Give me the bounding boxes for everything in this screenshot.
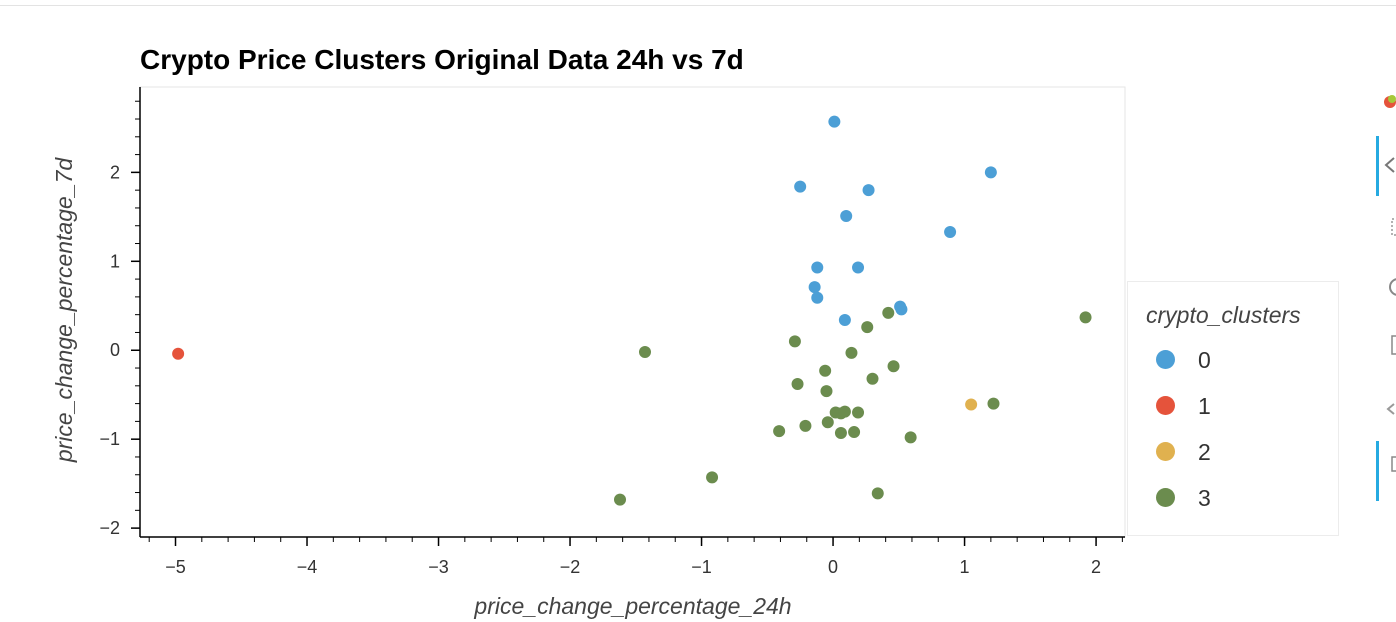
legend-swatch [1156,396,1175,415]
data-point-cluster-3 [866,372,879,385]
x-tick-label: 2 [1091,557,1101,577]
x-tick-label: −1 [691,557,712,577]
data-point-cluster-0 [852,261,865,274]
data-point-cluster-3 [791,378,804,391]
data-point-cluster-0 [984,166,997,179]
data-point-cluster-3 [852,406,865,419]
legend-label: 2 [1198,439,1211,465]
data-point-cluster-3 [614,493,627,506]
data-point-cluster-3 [1079,311,1092,324]
data-point-cluster-3 [819,364,832,377]
data-point-cluster-3 [799,419,812,432]
x-tick-label: −5 [165,557,186,577]
reset-tool-icon[interactable] [1380,398,1396,420]
hover-active-indicator [1376,441,1379,501]
data-point-cluster-3 [706,471,719,484]
data-point-cluster-0 [840,209,853,222]
data-point-cluster-3 [838,405,851,418]
data-point-cluster-0 [828,115,841,128]
data-point-cluster-3 [638,346,651,359]
bokeh-logo-icon[interactable] [1380,94,1396,116]
x-tick-label: −3 [428,557,449,577]
hover-tool-icon[interactable] [1380,454,1396,476]
data-point-cluster-3 [820,385,833,398]
data-point-cluster-3 [871,487,884,500]
data-point-cluster-3 [773,425,786,438]
data-point-cluster-0 [811,261,824,274]
wheel-zoom-tool-icon[interactable] [1380,276,1396,298]
box-zoom-tool-icon[interactable] [1380,216,1396,238]
pan-tool-icon[interactable] [1380,154,1396,176]
y-tick-label: 2 [110,162,120,182]
data-point-cluster-3 [987,397,1000,410]
axes: −5 −4 −3 −2 −1 0 1 2 −2 −1 0 1 2 [99,87,1125,577]
legend-title: crypto_clusters [1146,302,1301,328]
x-tick-label: −4 [297,557,318,577]
chart-title: Crypto Price Clusters Original Data 24h … [140,44,744,75]
plot-toolbar [1376,90,1396,510]
legend-swatch [1156,488,1175,507]
legend-swatch [1156,350,1175,369]
data-point-cluster-3 [887,360,900,373]
legend-label: 3 [1198,485,1211,511]
legend-label: 1 [1198,393,1211,419]
data-point-cluster-2 [965,398,978,411]
legend-swatch [1156,442,1175,461]
data-point-cluster-3 [904,431,917,444]
data-point-cluster-3 [848,426,861,439]
y-tick-label: 1 [110,251,120,271]
data-point-cluster-0 [811,291,824,304]
y-tick-label: 0 [110,340,120,360]
x-tick-label: 1 [960,557,970,577]
y-tick-label: −1 [99,429,120,449]
x-tick-label: 0 [828,557,838,577]
data-point-cluster-3 [788,335,801,348]
data-point-cluster-3 [821,416,834,429]
data-point-cluster-3 [861,321,874,334]
top-rule [0,5,1396,6]
data-point-cluster-1 [172,347,185,360]
data-point-cluster-0 [944,225,957,238]
y-axis-title: price_change_percentage_7d [51,157,77,464]
data-points [172,115,1092,506]
x-axis-title: price_change_percentage_24h [473,593,791,619]
data-point-cluster-0 [862,184,875,197]
data-point-cluster-0 [808,281,821,294]
plot-area-frame [139,86,1126,538]
data-point-cluster-0 [794,180,807,193]
save-tool-icon[interactable] [1380,334,1396,356]
x-tick-label: −2 [560,557,581,577]
data-point-cluster-0 [838,314,851,327]
data-point-cluster-3 [845,346,858,359]
legend: crypto_clusters 0 1 2 3 [1127,281,1339,536]
data-point-cluster-3 [834,426,847,439]
legend-label: 0 [1198,347,1211,373]
data-point-cluster-0 [895,303,908,316]
data-point-cluster-3 [882,306,895,319]
pan-active-indicator [1376,136,1379,196]
y-tick-label: −2 [99,518,120,538]
